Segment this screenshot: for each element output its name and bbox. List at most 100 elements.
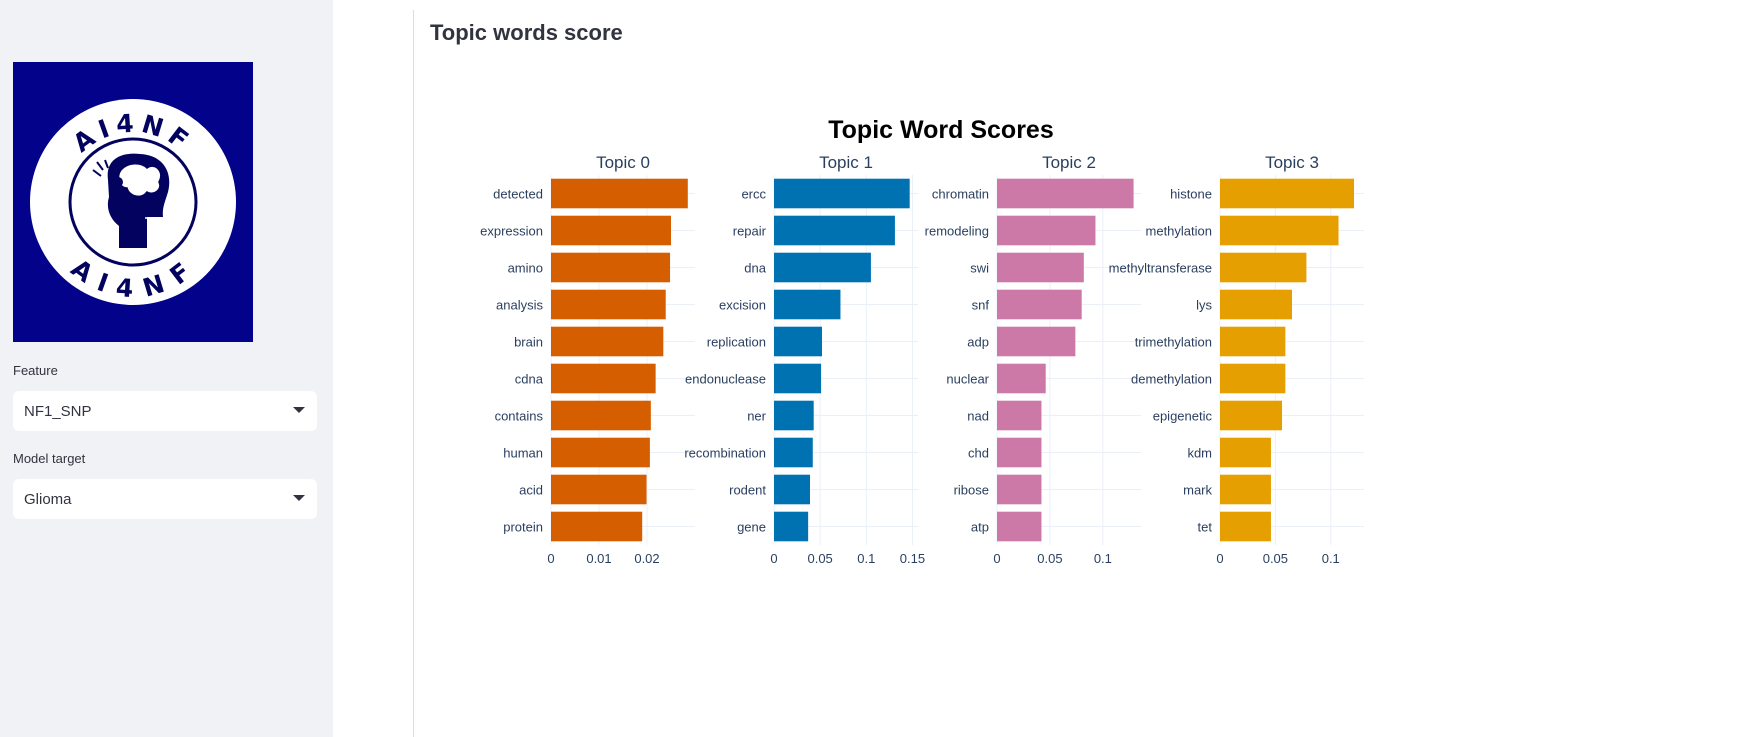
bar (551, 437, 650, 468)
chevron-down-icon (293, 407, 305, 413)
subplot-title: Topic 1 (819, 153, 873, 172)
y-tick-label: atp (971, 520, 989, 535)
bar (1220, 474, 1271, 505)
bar (997, 215, 1096, 246)
y-tick-label: contains (495, 409, 544, 424)
y-tick-label: swi (970, 261, 989, 276)
y-tick-label: trimethylation (1135, 335, 1212, 350)
bar (774, 437, 813, 468)
bar (1220, 289, 1292, 320)
x-tick-label: 0.02 (634, 551, 659, 566)
bar (997, 363, 1046, 394)
bar (997, 178, 1134, 209)
bar (551, 363, 656, 394)
y-tick-label: chromatin (932, 187, 989, 202)
y-tick-label: detected (493, 187, 543, 202)
y-tick-label: adp (967, 335, 989, 350)
bar (774, 326, 822, 357)
feature-label: Feature (13, 363, 58, 378)
bar (551, 474, 647, 505)
y-tick-label: ribose (954, 483, 989, 498)
y-tick-label: kdm (1187, 446, 1212, 461)
x-tick-label: 0.1 (857, 551, 875, 566)
y-tick-label: chd (968, 446, 989, 461)
y-tick-label: remodeling (925, 224, 989, 239)
topic-word-scores-chart: Topic Word Scores Topic 0 0 0.01 0.02 detecte… (480, 116, 1364, 566)
y-tick-label: analysis (496, 298, 543, 313)
bar (774, 289, 841, 320)
y-tick-label: amino (508, 261, 543, 276)
bar (774, 511, 809, 542)
bar (997, 400, 1042, 431)
x-tick-label: 0.05 (1263, 551, 1288, 566)
bar (997, 474, 1042, 505)
y-tick-label: repair (733, 224, 767, 239)
y-tick-label: endonuclease (685, 372, 766, 387)
ai4nf-logo: AI4NF AI4NF (13, 62, 253, 342)
bar (1220, 511, 1271, 542)
chevron-down-icon (293, 495, 305, 501)
bar (774, 215, 895, 246)
bar (1220, 437, 1271, 468)
y-tick-label: nad (967, 409, 989, 424)
y-tick-label: recombination (684, 446, 766, 461)
y-tick-label: excision (719, 298, 766, 313)
y-tick-label: human (503, 446, 543, 461)
bar (997, 252, 1084, 283)
x-tick-label: 0 (993, 551, 1000, 566)
feature-select[interactable]: NF1_SNP (13, 391, 317, 431)
x-tick-label: 0.01 (586, 551, 611, 566)
y-tick-label: lys (1196, 298, 1212, 313)
y-tick-label: histone (1170, 187, 1212, 202)
subplot-title: Topic 0 (596, 153, 650, 172)
bar (774, 252, 871, 283)
bar (1220, 215, 1339, 246)
y-tick-label: replication (707, 335, 766, 350)
x-tick-label: 0.05 (807, 551, 832, 566)
y-tick-label: expression (480, 224, 543, 239)
y-tick-label: ner (747, 409, 766, 424)
bar (774, 178, 910, 209)
y-tick-label: ercc (741, 187, 766, 202)
y-tick-label: methylation (1146, 224, 1212, 239)
bar (551, 289, 666, 320)
bar (551, 178, 688, 209)
bar (551, 511, 643, 542)
y-tick-label: methyltransferase (1109, 261, 1212, 276)
bar (997, 511, 1042, 542)
y-tick-label: dna (744, 261, 766, 276)
bar (551, 400, 651, 431)
subplot-title: Topic 3 (1265, 153, 1319, 172)
x-tick-label: 0 (1216, 551, 1223, 566)
bar (551, 215, 671, 246)
y-tick-label: mark (1183, 483, 1212, 498)
y-tick-label: tet (1198, 520, 1213, 535)
bar (997, 289, 1082, 320)
x-tick-label: 0.15 (900, 551, 925, 566)
y-tick-label: cdna (515, 372, 544, 387)
brain-head-icon: AI4NF AI4NF (30, 99, 236, 305)
x-tick-label: 0.1 (1094, 551, 1112, 566)
y-tick-label: gene (737, 520, 766, 535)
sidebar: AI4NF AI4NF Feature NF1_SNP Model target… (0, 0, 333, 737)
subplot-title: Topic 2 (1042, 153, 1096, 172)
bar (1220, 252, 1307, 283)
bar (774, 474, 810, 505)
y-tick-label: epigenetic (1153, 409, 1213, 424)
bar (997, 437, 1042, 468)
y-tick-label: demethylation (1131, 372, 1212, 387)
bar (774, 400, 814, 431)
bar (997, 326, 1076, 357)
y-tick-label: protein (503, 520, 543, 535)
model-target-select[interactable]: Glioma (13, 479, 317, 519)
y-tick-label: snf (972, 298, 990, 313)
bar (1220, 400, 1283, 431)
x-tick-label: 0 (547, 551, 554, 566)
model-target-select-value: Glioma (24, 490, 72, 508)
y-tick-label: brain (514, 335, 543, 350)
bar (1220, 363, 1286, 394)
bar (551, 326, 664, 357)
y-tick-label: acid (519, 483, 543, 498)
bar (551, 252, 671, 283)
model-target-label: Model target (13, 451, 86, 466)
